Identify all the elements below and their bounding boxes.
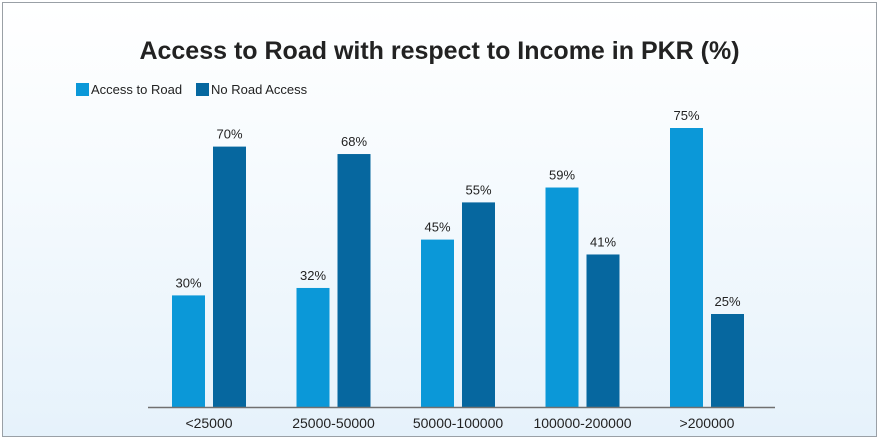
value-label-access-2: 45%	[424, 220, 450, 235]
bar-no-access-3	[586, 254, 620, 407]
bar-access-0	[172, 295, 205, 407]
x-tick-label-4: >200000	[680, 415, 735, 431]
bar-access-1	[296, 287, 330, 407]
legend-label-no-road-access: No Road Access	[211, 82, 308, 97]
value-label-no-access-1: 68%	[341, 134, 367, 149]
x-tick-label-2: 50000-100000	[413, 415, 504, 431]
bar-access-3	[545, 187, 579, 407]
chart-title: Access to Road with respect to Income in…	[139, 37, 740, 65]
bar-no-access-0	[213, 146, 246, 407]
legend-item-access-to-road: Access to Road	[76, 82, 182, 97]
value-label-access-4: 75%	[673, 108, 699, 123]
plot-area: 30% 70% 32% 68% 45% 55% 59% 41% 75% 25% <25000 250…	[148, 108, 775, 431]
value-label-no-access-0: 70%	[216, 127, 242, 142]
chart-legend: Access to Road No Road Access	[76, 82, 321, 97]
legend-swatch-no-road-access	[196, 83, 210, 96]
legend-label-access-to-road: Access to Road	[91, 82, 183, 97]
x-tick-label-1: 25000-50000	[292, 415, 375, 431]
value-label-access-0: 30%	[175, 275, 201, 290]
value-labels-group: 30% 70% 32% 68% 45% 55% 59% 41% 75% 25%	[175, 108, 740, 309]
bar-no-access-4	[711, 314, 744, 407]
bars-group	[172, 128, 744, 407]
x-tick-label-0: <25000	[185, 415, 232, 431]
bar-no-access-2	[462, 202, 495, 407]
bar-access-4	[670, 128, 703, 407]
bar-no-access-1	[337, 154, 371, 407]
x-tick-label-3: 100000-200000	[533, 415, 631, 431]
value-label-access-1: 32%	[300, 268, 326, 283]
value-label-no-access-4: 25%	[714, 294, 740, 309]
value-label-no-access-3: 41%	[590, 234, 616, 249]
x-tick-labels-group: <25000 25000-50000 50000-100000 100000-2000…	[185, 415, 734, 431]
legend-swatch-access-to-road	[76, 83, 89, 96]
legend-item-no-road-access: No Road Access	[196, 82, 307, 97]
bar-access-2	[421, 239, 454, 407]
value-label-access-3: 59%	[549, 168, 575, 183]
value-label-no-access-2: 55%	[465, 182, 491, 197]
